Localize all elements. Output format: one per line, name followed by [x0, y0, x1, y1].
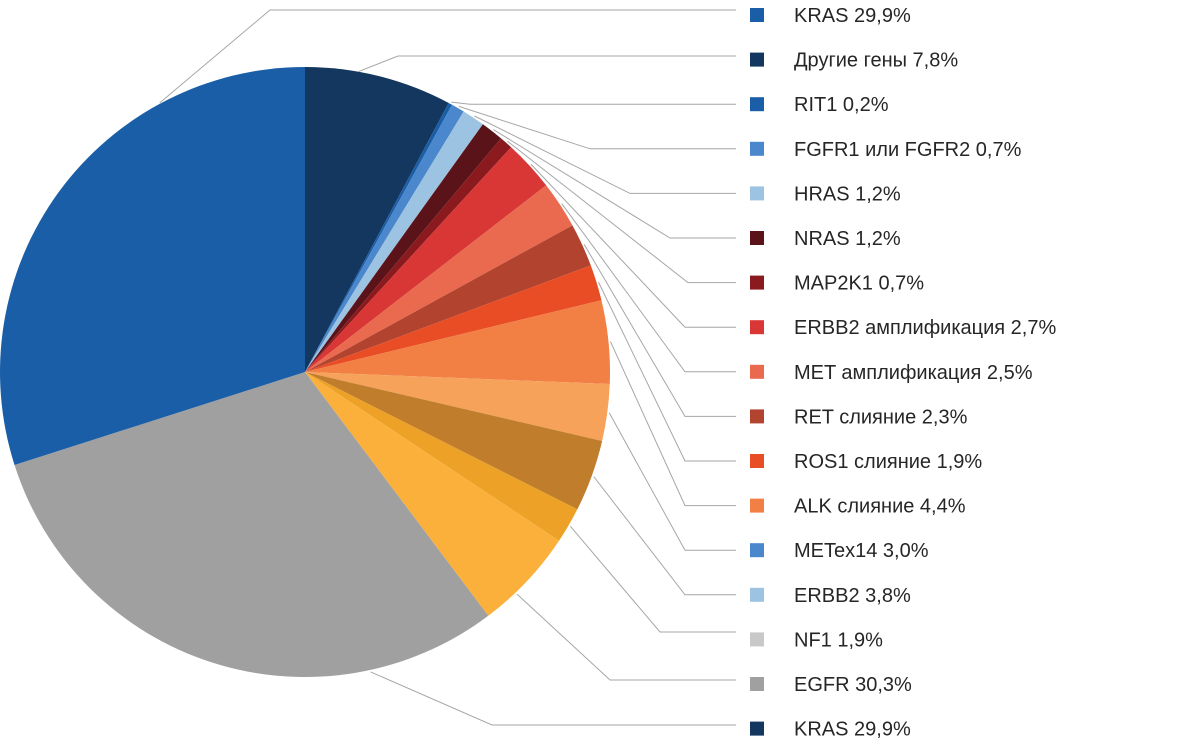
pie-slice-3 — [305, 111, 483, 372]
legend-label-2: RIT1 0,2% — [794, 94, 889, 116]
legend-swatch-9 — [750, 409, 764, 424]
legend-swatch-0 — [750, 8, 764, 22]
pie-slice-15 — [14, 372, 489, 678]
leader-lines — [159, 9, 736, 726]
legend-label-4: HRAS 1,2% — [794, 183, 901, 205]
legend-label-1: Другие гены 7,8% — [794, 50, 958, 72]
pie-slice-13 — [305, 372, 578, 541]
pie-slice-5 — [305, 138, 512, 372]
legend-label-10: ROS1 слияние 1,9% — [794, 451, 982, 473]
leader-line-15 — [516, 593, 736, 681]
legend-swatch-3 — [750, 141, 764, 156]
leader-line-8 — [561, 203, 736, 373]
pie-slices — [0, 67, 610, 678]
leader-line-13 — [593, 476, 736, 596]
pie-slice-2 — [305, 104, 464, 373]
legend-label-9: RET слияние 2,3% — [794, 406, 968, 428]
legend-swatch-2 — [750, 97, 764, 112]
leader-line-0 — [159, 9, 736, 104]
leader-line-1 — [358, 55, 736, 73]
legend-label-14: NF1 1,9% — [794, 629, 883, 651]
legend-label-0: KRAS 29,9% — [794, 5, 911, 27]
pie-slice-14 — [305, 372, 560, 616]
pie-slice-16 — [0, 67, 305, 465]
legend-label-3: FGFR1 или FGFR2 0,7% — [794, 139, 1022, 161]
legend-label-11: ALK слияние 4,4% — [794, 496, 966, 518]
legend-swatch-1 — [750, 52, 764, 67]
leader-line-16 — [370, 671, 736, 726]
leader-line-9 — [583, 243, 736, 417]
legend-label-8: MET амплификация 2,5% — [794, 362, 1033, 384]
legend-swatch-16 — [750, 721, 764, 736]
pie-slice-11 — [305, 372, 610, 441]
legend-label-15: EGFR 30,3% — [794, 674, 912, 696]
leader-line-14 — [570, 525, 736, 633]
legend-swatch-7 — [750, 320, 764, 335]
legend-label-16: KRAS 29,9% — [794, 719, 911, 741]
leader-line-12 — [608, 412, 736, 551]
legend-swatch-12 — [750, 543, 764, 558]
legend-swatch-4 — [750, 186, 764, 201]
leader-line-11 — [610, 341, 736, 507]
leader-line-3 — [458, 105, 736, 150]
legend-label-13: ERBB2 3,8% — [794, 585, 911, 607]
pie-slice-12 — [305, 372, 603, 510]
pie-slice-9 — [305, 265, 602, 372]
legend: KRAS 29,9% Другие гены 7,8% RIT1 0,2% FGFR1… — [750, 5, 1056, 741]
pie-slice-10 — [305, 300, 610, 384]
legend-swatch-14 — [750, 632, 764, 647]
pie-slice-8 — [305, 225, 591, 372]
pie-slice-4 — [305, 124, 502, 373]
leader-line-7 — [530, 163, 736, 328]
legend-swatch-13 — [750, 587, 764, 602]
leader-line-4 — [474, 115, 736, 194]
leader-line-10 — [598, 281, 736, 462]
legend-label-5: NRAS 1,2% — [794, 228, 901, 250]
legend-swatch-11 — [750, 498, 764, 513]
leader-line-5 — [493, 129, 736, 239]
legend-label-7: ERBB2 амплификация 2,7% — [794, 317, 1056, 339]
legend-swatch-6 — [750, 275, 764, 290]
pie-slice-6 — [305, 147, 547, 372]
pie-slice-0 — [305, 67, 449, 372]
legend-swatch-15 — [750, 677, 764, 691]
legend-swatch-8 — [750, 364, 764, 379]
legend-label-12: METex14 3,0% — [794, 540, 929, 562]
leader-line-6 — [507, 140, 736, 284]
pie-slice-1 — [305, 102, 453, 372]
leader-line-2 — [451, 101, 736, 105]
legend-swatch-5 — [750, 231, 764, 245]
legend-swatch-10 — [750, 454, 764, 468]
pie-slice-7 — [305, 185, 573, 372]
legend-label-6: MAP2K1 0,7% — [794, 273, 924, 295]
